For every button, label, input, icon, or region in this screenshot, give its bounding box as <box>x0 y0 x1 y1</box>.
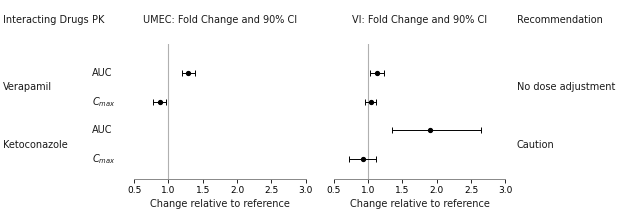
Text: $C_{max}$: $C_{max}$ <box>92 152 116 166</box>
X-axis label: Change relative to reference: Change relative to reference <box>349 199 490 209</box>
Text: Ketoconazole: Ketoconazole <box>3 140 68 150</box>
Text: UMEC: Fold Change and 90% CI: UMEC: Fold Change and 90% CI <box>143 15 297 25</box>
Text: PK: PK <box>92 15 105 25</box>
Text: AUC: AUC <box>92 125 113 135</box>
Text: Verapamil: Verapamil <box>3 82 52 92</box>
Text: AUC: AUC <box>92 68 113 78</box>
X-axis label: Change relative to reference: Change relative to reference <box>150 199 290 209</box>
Text: $C_{max}$: $C_{max}$ <box>92 95 116 109</box>
Text: VI: Fold Change and 90% CI: VI: Fold Change and 90% CI <box>352 15 487 25</box>
Text: Interacting Drugs: Interacting Drugs <box>3 15 89 25</box>
Text: Caution: Caution <box>517 140 554 150</box>
Text: No dose adjustment: No dose adjustment <box>517 82 615 92</box>
Text: Recommendation: Recommendation <box>517 15 603 25</box>
